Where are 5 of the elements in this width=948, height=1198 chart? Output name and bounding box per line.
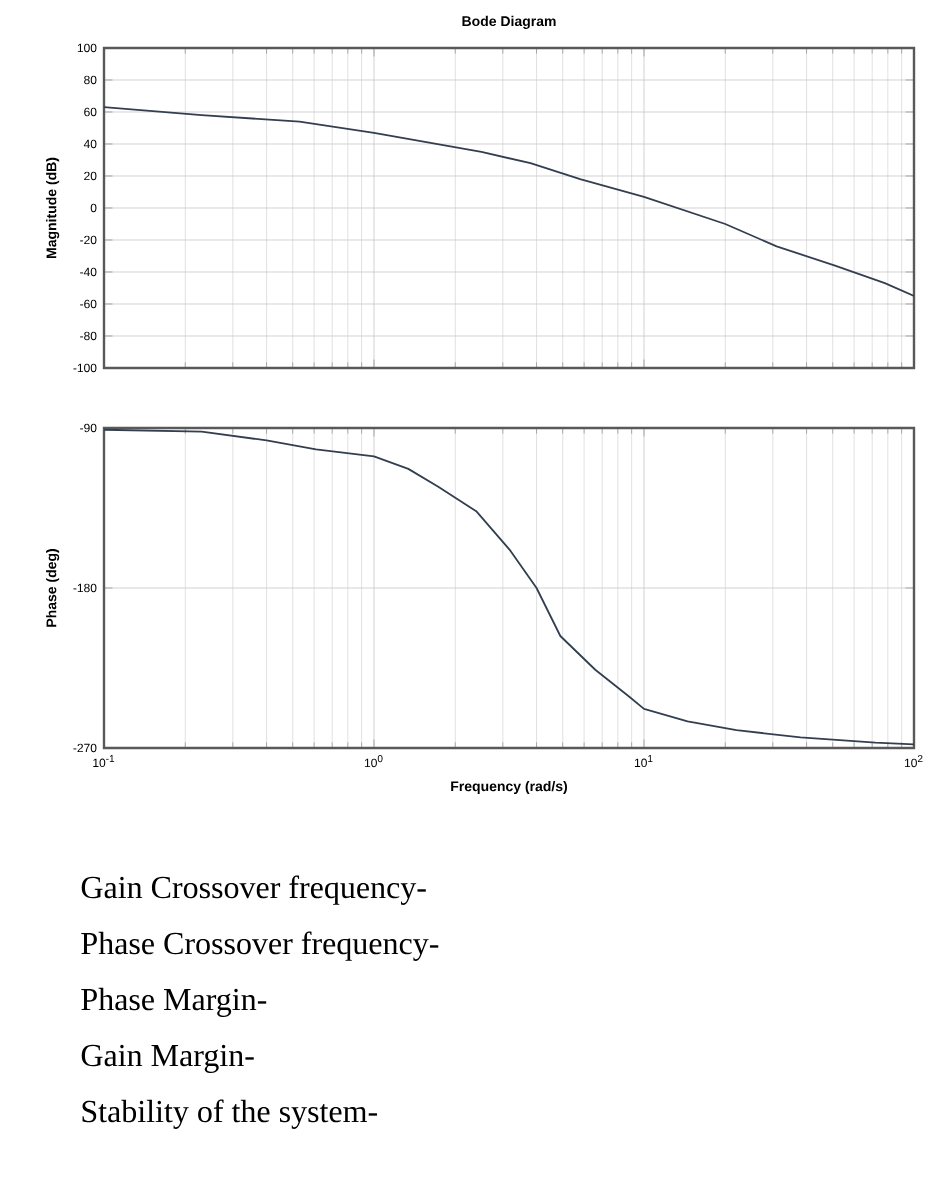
text: Gain Crossover frequency- — [81, 875, 426, 905]
text: Phase Crossover frequency- — [81, 931, 439, 961]
text: Gain Margin- — [81, 1044, 254, 1073]
text: Stability of the system- — [82, 1099, 378, 1129]
text: Phase Margin- — [81, 987, 267, 1017]
